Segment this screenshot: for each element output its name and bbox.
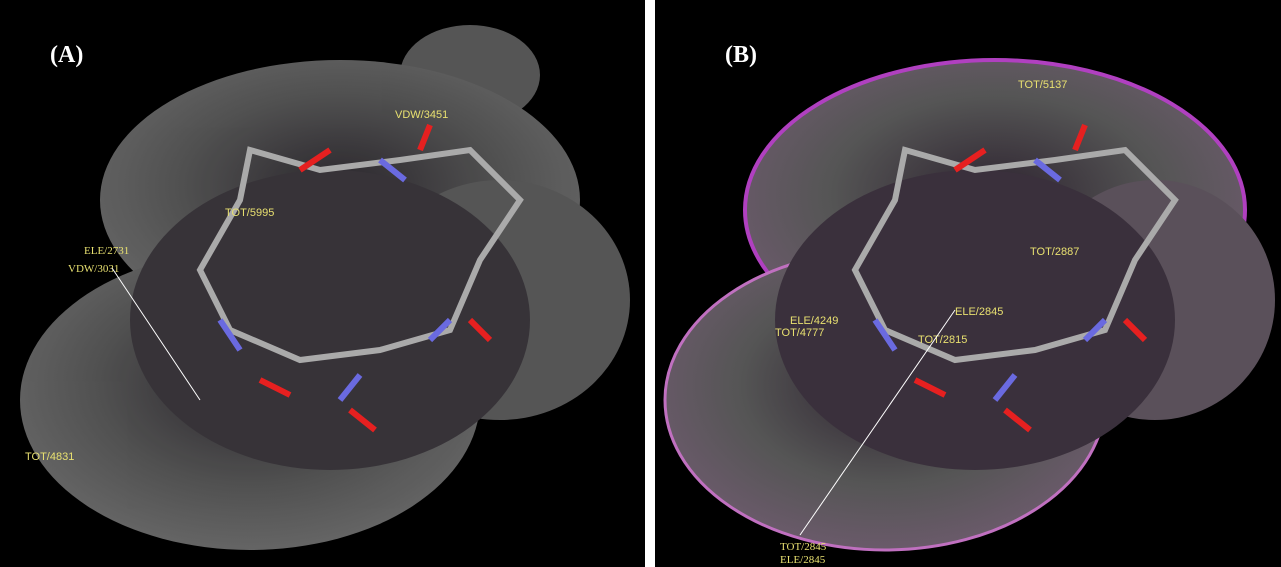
annotation: TOT/4831 [25,451,74,463]
annotation: VDW/3031 [68,263,119,275]
annotation: ELE/4249 [790,315,838,327]
annotation: VDW/3451 [395,109,448,121]
annotation: TOT/4777 [775,327,824,339]
annotation: TOT/2887 [1030,246,1079,258]
annotation: TOT/2815 [918,334,967,346]
figure: (A) ELE/2731 VDW/3031 TOT/5995 VDW/3451 … [0,0,1281,567]
panel-label: (B) [725,42,757,68]
annotation: TOT/5995 [225,207,274,219]
annotation: ELE/2731 [84,245,129,257]
annotation: ELE/2845 [780,554,826,566]
panel-b: (B) TOT/5137 TOT/2887 ELE/2845 ELE/4249 … [655,0,1281,567]
annotation: TOT/5137 [1018,79,1067,91]
annotation: ELE/2845 [955,306,1003,318]
annotation: TOT/2845 [780,541,827,553]
panel-a: (A) ELE/2731 VDW/3031 TOT/5995 VDW/3451 … [0,0,645,567]
panel-label: (A) [50,42,83,68]
